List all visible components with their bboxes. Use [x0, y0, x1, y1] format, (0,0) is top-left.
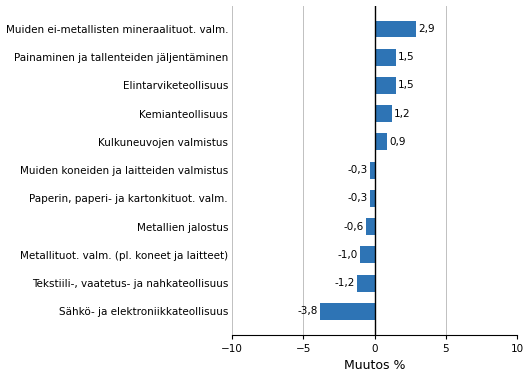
Text: -0,3: -0,3 [348, 194, 368, 203]
Bar [366, 218, 375, 235]
Text: 0,9: 0,9 [389, 137, 406, 147]
Text: -3,8: -3,8 [298, 307, 318, 316]
Bar [375, 105, 391, 122]
Bar [375, 77, 396, 94]
Bar [370, 162, 375, 179]
Text: -0,3: -0,3 [348, 165, 368, 175]
Text: 1,2: 1,2 [394, 109, 411, 119]
Bar [358, 275, 375, 292]
Bar [375, 133, 387, 150]
Text: -1,2: -1,2 [335, 278, 355, 288]
Bar [321, 303, 375, 320]
Bar [370, 190, 375, 207]
Text: 2,9: 2,9 [418, 24, 435, 34]
X-axis label: Muutos %: Muutos % [344, 359, 405, 372]
Bar [375, 49, 396, 66]
Text: -1,0: -1,0 [338, 250, 358, 260]
Bar [360, 246, 375, 263]
Text: 1,5: 1,5 [398, 52, 415, 62]
Bar [375, 20, 416, 37]
Text: 1,5: 1,5 [398, 81, 415, 90]
Text: -0,6: -0,6 [344, 222, 364, 232]
